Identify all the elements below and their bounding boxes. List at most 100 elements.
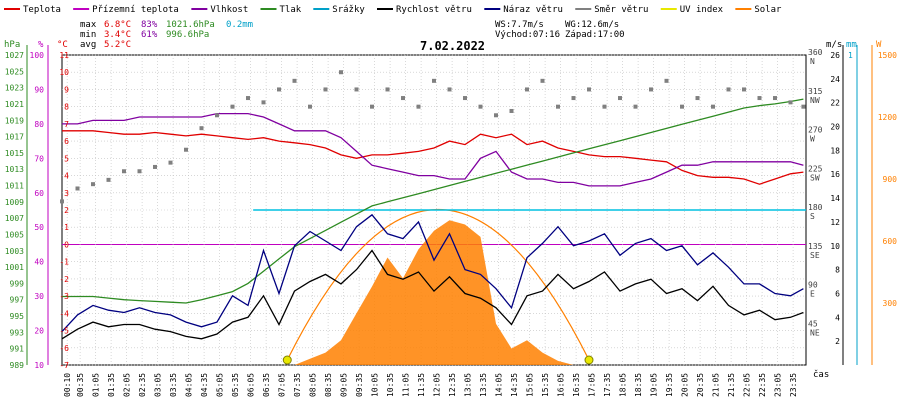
direction-point: [494, 113, 498, 118]
wind-speed-tick: 14: [830, 194, 840, 203]
time-tick-label: 17:35: [603, 373, 612, 397]
stat-max-temp: 6.8°C: [104, 20, 131, 30]
pressure-axis-tick: 1017: [5, 133, 24, 142]
direction-point: [726, 87, 731, 92]
series-line-2: [62, 112, 804, 187]
direction-tick: 135: [808, 242, 823, 251]
temperature-axis-tick: -3: [59, 292, 69, 301]
time-tick-label: 08:35: [324, 373, 333, 397]
time-tick-label: 02:35: [138, 373, 147, 397]
temperature-axis-tick: 1: [64, 223, 69, 232]
direction-point: [292, 78, 297, 83]
solar-tick: 900: [883, 175, 898, 184]
time-tick-label: 18:05: [619, 373, 628, 397]
direction-point: [277, 87, 281, 92]
wind-speed-tick: 6: [835, 289, 840, 298]
legend-item-label: Náraz větru: [503, 5, 563, 15]
temperature-axis-tick: 3: [64, 189, 69, 198]
direction-tick: 270: [808, 126, 823, 135]
stat-avg-label: avg: [80, 40, 96, 50]
time-tick-label: 23:05: [774, 373, 783, 397]
time-tick-label: 20:35: [696, 373, 705, 397]
time-tick-label: 22:35: [758, 373, 767, 397]
temperature-axis-tick: -2: [59, 275, 69, 284]
humidity-axis-tick: 20: [34, 327, 44, 336]
stat-min-hum: 61%: [141, 30, 158, 40]
direction-compass: N: [810, 57, 815, 66]
direction-point: [230, 104, 235, 109]
legend-item-label: Teplota: [23, 5, 61, 15]
time-tick-label: 22:05: [743, 373, 752, 397]
direction-point: [525, 87, 529, 92]
direction-point: [649, 87, 653, 92]
direction-point: [540, 78, 545, 83]
direction-compass: SW: [810, 173, 820, 182]
humidity-axis-tick: 60: [34, 189, 44, 198]
time-tick-label: 11:05: [402, 373, 411, 397]
time-tick-label: 01:35: [107, 373, 116, 397]
direction-point: [75, 186, 80, 191]
direction-tick: 90: [808, 281, 818, 290]
pressure-axis-tick: 989: [10, 361, 25, 370]
direction-point: [401, 96, 405, 101]
stat-max-label: max: [80, 20, 97, 30]
solar-unit: W: [876, 40, 882, 50]
direction-point: [742, 87, 746, 92]
pressure-axis-tick: 1015: [5, 149, 24, 158]
direction-compass: NE: [810, 328, 820, 337]
legend-item-label: Směr větru: [594, 5, 648, 15]
pressure-axis-tick: 1005: [5, 230, 24, 239]
stat-min-label: min: [80, 30, 96, 40]
direction-point: [137, 169, 142, 174]
rain-tick: 1: [848, 51, 853, 60]
solar-tick: 1500: [878, 51, 897, 60]
direction-point: [215, 113, 219, 118]
pressure-axis-tick: 1013: [5, 165, 24, 174]
time-tick-label: 00:10: [63, 373, 72, 397]
stat-max-hum: 83%: [141, 20, 158, 30]
temperature-axis-tick: 0: [64, 240, 69, 249]
temperature-axis-tick: 6: [64, 137, 69, 146]
time-tick-label: 05:05: [216, 373, 225, 397]
temperature-axis-tick: 5: [64, 154, 69, 163]
legend-item-label: Srážky: [332, 5, 365, 15]
direction-compass: E: [810, 290, 815, 299]
direction-point: [91, 182, 95, 187]
temperature-axis-tick: -7: [59, 361, 69, 370]
direction-point: [556, 104, 560, 109]
direction-point: [308, 104, 312, 109]
humidity-axis-tick: 50: [34, 223, 44, 232]
pressure-axis-tick: 993: [10, 328, 25, 337]
time-tick-label: 14:05: [495, 373, 504, 397]
time-tick-label: 04:35: [200, 373, 209, 397]
humidity-axis-tick: 30: [34, 292, 44, 301]
temperature-unit: °C: [57, 40, 68, 50]
time-tick-label: 16:35: [572, 373, 581, 397]
wind-speed-tick: 10: [830, 242, 840, 251]
time-tick-label: 19:05: [650, 373, 659, 397]
time-tick-label: 12:05: [433, 373, 442, 397]
time-tick-label: 15:35: [541, 373, 550, 397]
direction-point: [261, 100, 266, 105]
legend-item-label: Solar: [754, 5, 782, 15]
humidity-axis-tick: 10: [34, 361, 44, 370]
temperature-axis-tick: 2: [64, 206, 69, 215]
pressure-axis-tick: 1027: [5, 51, 24, 60]
stats-panel: max 6.8°C 83% 1021.6hPa 0.2mm min 3.4°C …: [80, 20, 625, 53]
direction-compass: NW: [810, 96, 820, 105]
direction-point: [587, 87, 591, 92]
direction-point: [602, 104, 607, 109]
wind-speed-avg: WS:7.7m/s: [495, 20, 544, 30]
time-tick-label: 07:05: [278, 373, 287, 397]
humidity-unit: %: [38, 40, 44, 50]
direction-point: [122, 169, 126, 174]
wind-speed-tick: 12: [830, 218, 840, 227]
time-tick-label: 07:35: [293, 373, 302, 397]
temperature-axis-tick: -1: [59, 258, 69, 267]
direction-point: [801, 104, 806, 109]
time-tick-label: 11:35: [417, 373, 426, 397]
time-tick-label: 10:05: [371, 373, 380, 397]
pressure-axis-tick: 1007: [5, 214, 24, 223]
legend: Teplota Přízemní teplota Vlhkost Tlak Srážky…: [4, 5, 782, 15]
